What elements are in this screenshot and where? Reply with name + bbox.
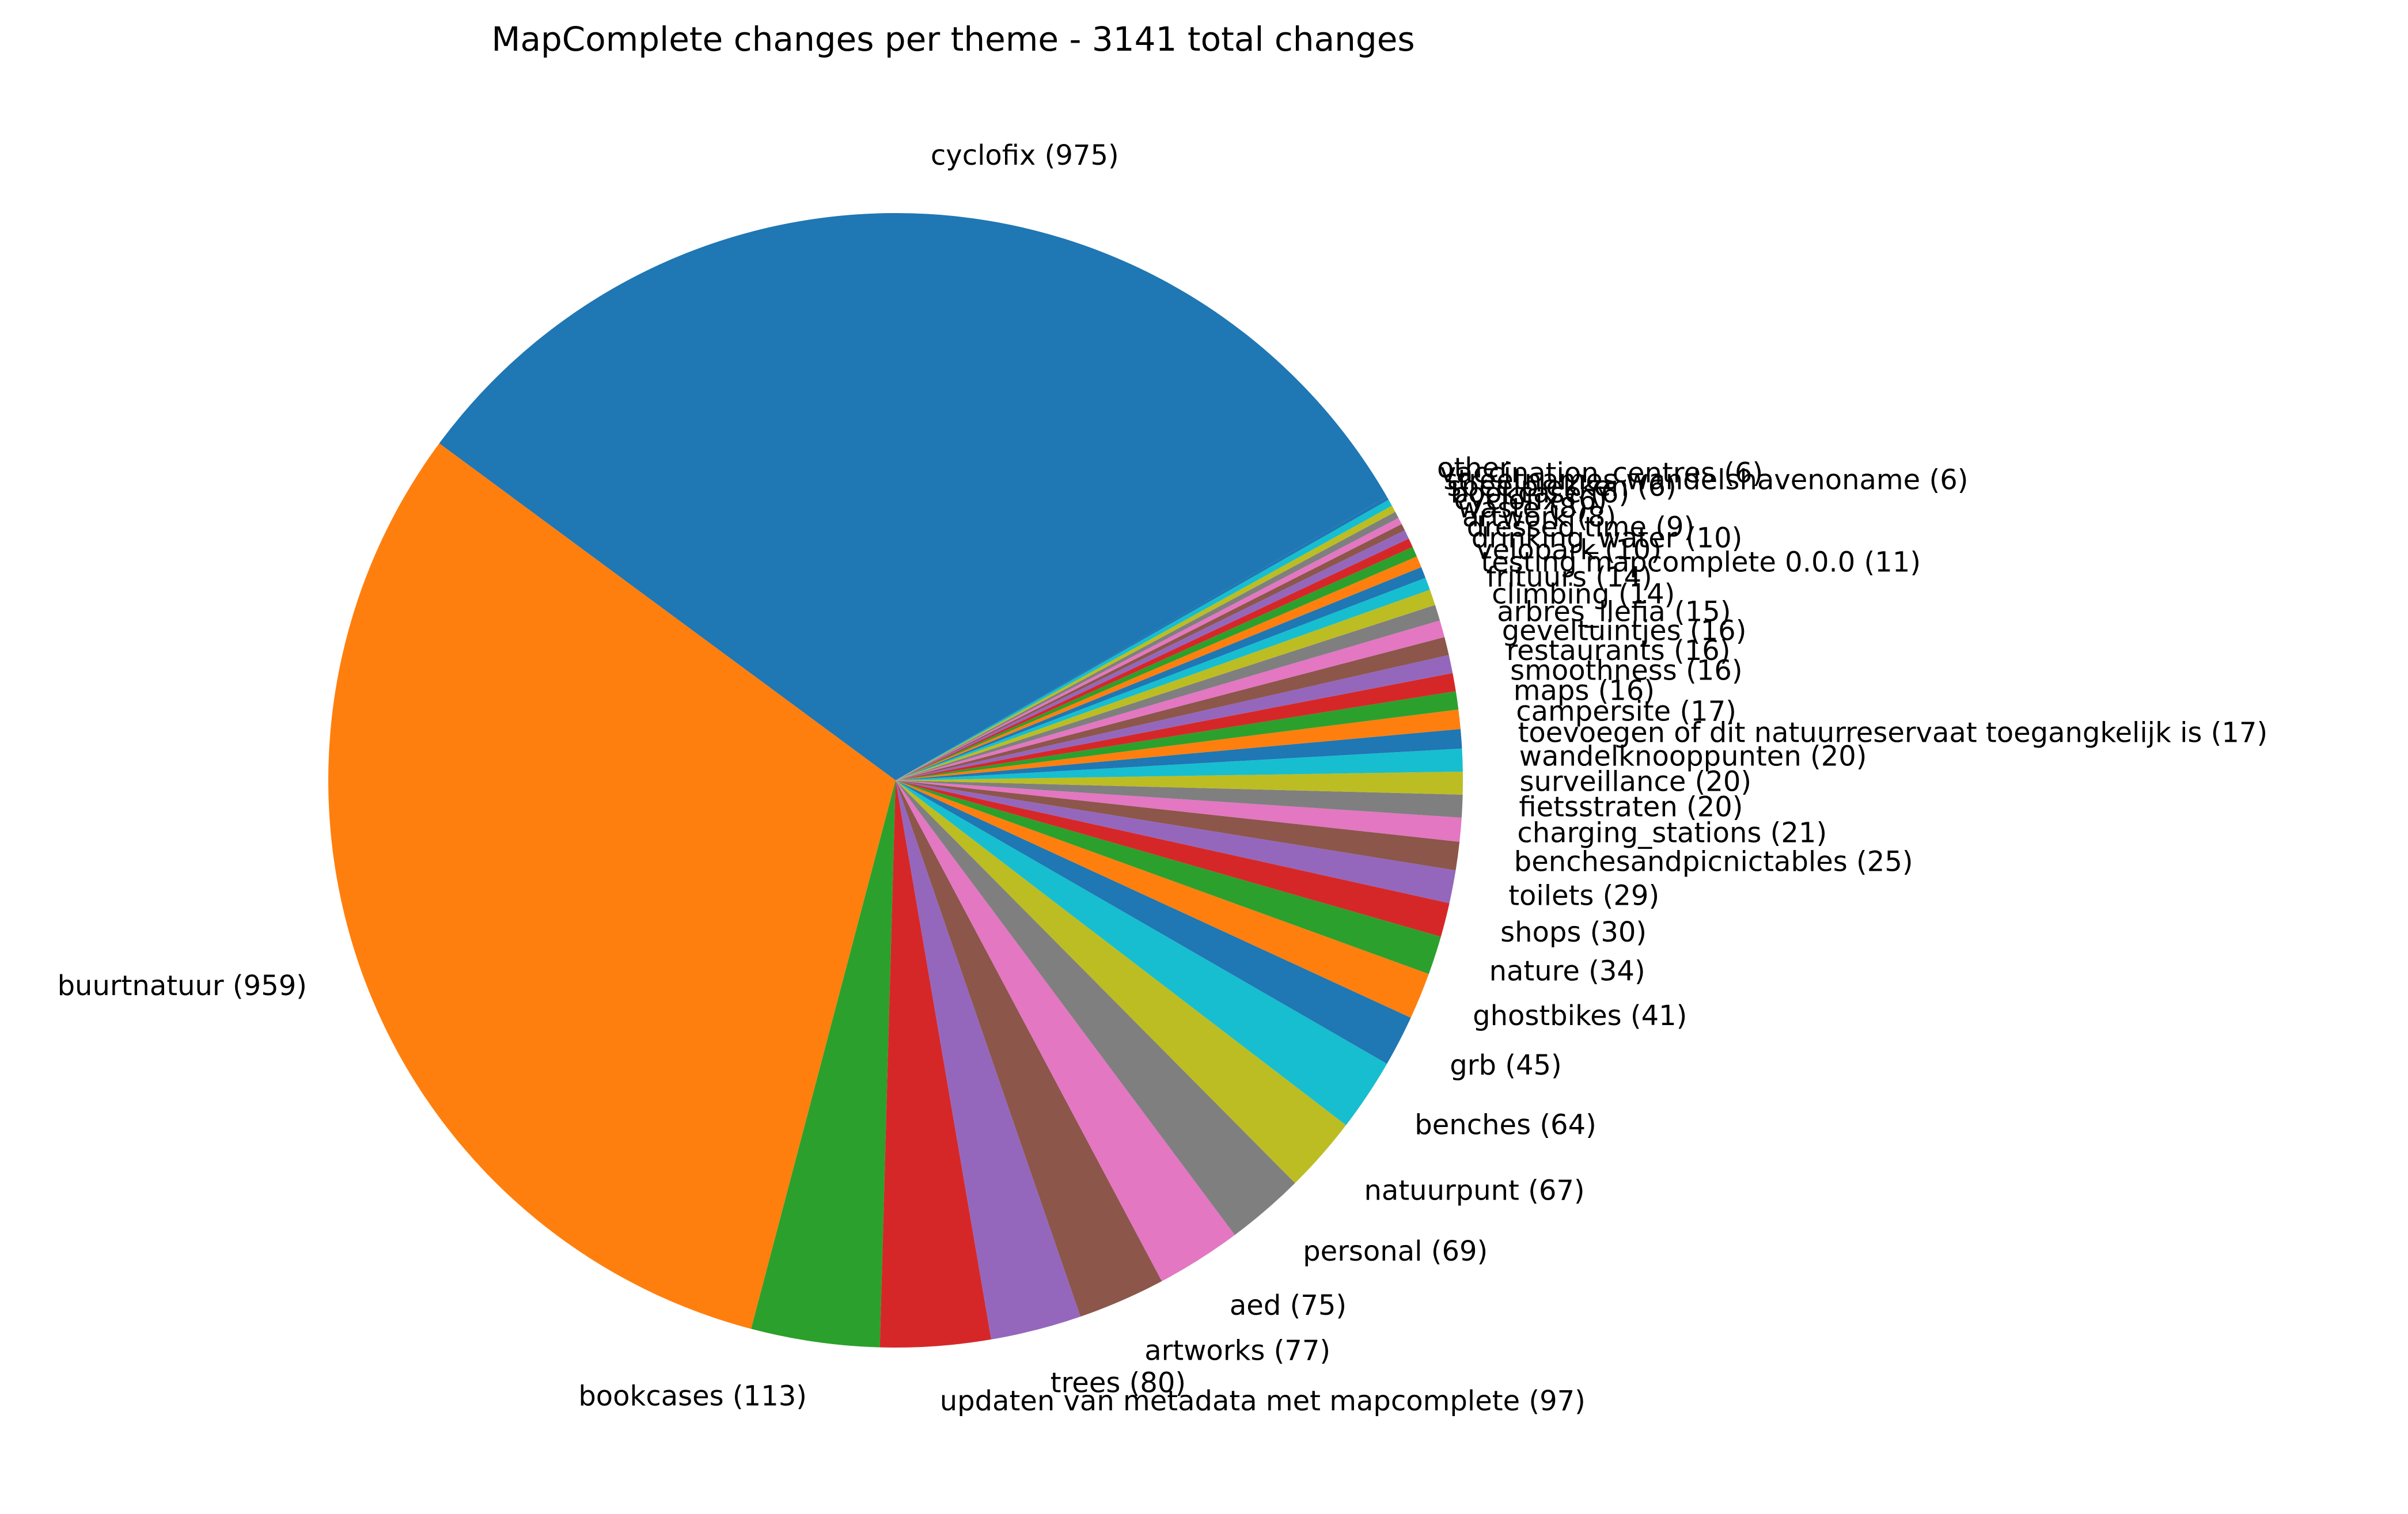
pie-slice — [439, 213, 1387, 780]
pie-slice — [751, 780, 896, 1348]
pie-slice — [896, 780, 1463, 818]
pie-slice — [879, 780, 992, 1348]
pie-slice — [896, 499, 1392, 780]
slice-label: cyclofix (975) — [931, 139, 1119, 172]
slice-label: other — [1437, 452, 1511, 484]
pie-slice — [896, 748, 1463, 780]
pie-slice — [896, 578, 1430, 780]
slice-label: bookcase (6) — [1451, 477, 1630, 510]
slice-label: aed (75) — [1230, 1289, 1347, 1322]
pie-slice — [896, 530, 1409, 780]
pie-slice — [896, 728, 1462, 780]
slice-label: frituurs (14) — [1486, 561, 1652, 594]
slice-label: vaccination_centres (6) — [1440, 457, 1763, 490]
chart-title: MapComplete changes per theme - 3141 tot… — [491, 20, 1415, 59]
slice-label: restaurants (16) — [1507, 635, 1731, 667]
pie-slice — [896, 780, 1387, 1125]
pie-slice — [896, 780, 1295, 1235]
pie-slices — [328, 213, 1463, 1348]
pie-slice — [328, 443, 896, 1329]
slice-label: ghostbikes (41) — [1473, 1000, 1687, 1032]
slice-label: fietsstraten (20) — [1519, 791, 1743, 823]
pie-slice — [896, 567, 1426, 780]
pie-slice — [896, 780, 1450, 937]
slice-label: wandelknooppunten (20) — [1519, 740, 1867, 772]
slice-label: natuurpunt (67) — [1364, 1175, 1585, 1207]
pie-slice — [896, 538, 1413, 780]
slice-label: velopark (10) — [1476, 534, 1662, 566]
slice-label: charging_stations (21) — [1517, 817, 1827, 849]
slice-label: toevoegen of dit natuurreservaat toegang… — [1518, 717, 2268, 749]
slice-label: streetnames wandelshavenoname (6) — [1443, 464, 1968, 496]
pie-slice — [896, 709, 1461, 780]
pie-slice — [896, 590, 1435, 780]
slice-label: waste (8) — [1458, 492, 1587, 524]
slice-label: dressed time (9) — [1467, 511, 1695, 543]
pie-labels: cyclofix (975) buurtnatuur (959) bookcases… — [58, 139, 2268, 1417]
slice-label: artwork (8) — [1462, 501, 1616, 533]
slice-label: arbres_llefia (15) — [1497, 596, 1731, 628]
slice-label: toilets (29) — [1508, 879, 1659, 912]
pie-slice — [896, 780, 1081, 1340]
pie-slice — [896, 518, 1402, 780]
pie-slice — [896, 771, 1463, 795]
slice-label: testing mapcomplete 0.0.0 (11) — [1481, 547, 1921, 579]
pie-slice — [896, 780, 1429, 1018]
slice-label: trees (80) — [1051, 1367, 1186, 1399]
slice-label: climbing (14) — [1492, 578, 1675, 610]
slice-label: speelplekken (6) — [1447, 470, 1677, 503]
slice-label: artworks (77) — [1144, 1335, 1330, 1367]
slice-label: geveltuintjes (16) — [1502, 615, 1747, 647]
slice-label: personal (69) — [1303, 1235, 1488, 1268]
slice-label: cyclofix (6) — [1454, 484, 1607, 516]
pie-slice — [896, 780, 1235, 1281]
pie-slice — [896, 780, 1347, 1183]
pie-slice — [896, 524, 1405, 780]
slice-label: shops (30) — [1500, 916, 1647, 948]
pie-slice — [896, 780, 1460, 871]
pie-slice — [896, 780, 1162, 1317]
slice-label: campersite (17) — [1516, 695, 1736, 727]
pie-slice — [896, 496, 1389, 780]
pie-slice — [896, 556, 1421, 780]
pie-slice — [896, 547, 1417, 780]
pie-slice — [896, 780, 1456, 904]
pie-slice — [896, 637, 1449, 780]
slice-label: drinking_water (10) — [1472, 522, 1743, 555]
pie-slice — [896, 673, 1456, 780]
pie-slice — [896, 655, 1453, 780]
slice-label: benches (64) — [1415, 1109, 1597, 1141]
slice-label: benchesandpicnictables (25) — [1514, 846, 1913, 878]
pie-slice — [896, 620, 1445, 780]
pie-slice — [896, 780, 1411, 1064]
pie-slice — [896, 780, 1441, 974]
pie-slice — [896, 691, 1459, 780]
pie-slice — [896, 780, 1462, 842]
slice-label: surveillance (20) — [1520, 765, 1752, 798]
pie-slice — [896, 506, 1395, 780]
pie-slice — [896, 605, 1440, 780]
pie-slice — [896, 511, 1399, 780]
slice-label: nature (34) — [1489, 955, 1645, 988]
slice-label: buurtnatuur (959) — [58, 970, 307, 1002]
slice-label: updaten van metadata met mapcomplete (97… — [940, 1385, 1586, 1417]
slice-label: maps (16) — [1514, 674, 1655, 707]
slice-label: bookcases (113) — [578, 1380, 807, 1413]
slice-label: smoothness (16) — [1510, 655, 1743, 687]
slice-label: grb (45) — [1450, 1049, 1561, 1082]
